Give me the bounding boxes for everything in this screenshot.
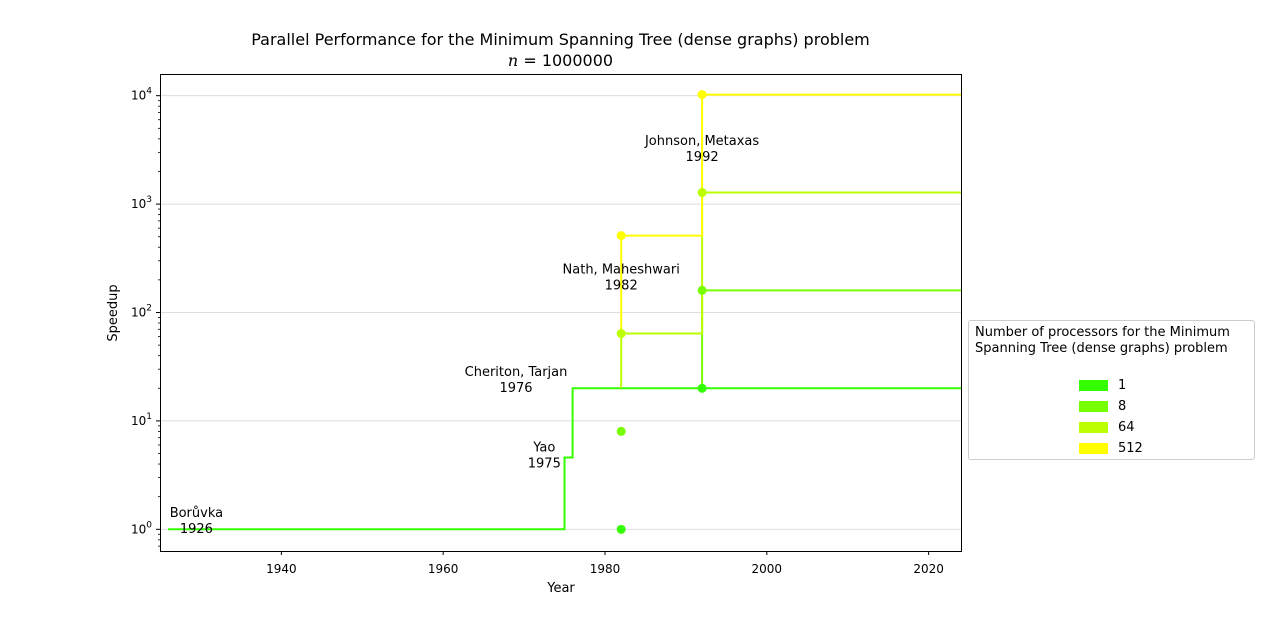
legend-label: 1	[1118, 378, 1127, 393]
x-axis-label: Year	[546, 581, 575, 596]
series-line-1	[168, 387, 961, 531]
annotation-label: Cheriton, Tarjan 1976	[465, 365, 568, 396]
legend-label: 512	[1118, 441, 1143, 456]
subtitle-variable: n	[507, 51, 519, 70]
legend-item-1: 1	[1079, 378, 1126, 394]
data-point-64	[616, 329, 626, 339]
annotation-label: Nath, Maheshwari 1982	[563, 262, 680, 293]
y-tick-label: 101	[131, 412, 152, 428]
annotation-label: Johnson, Metaxas 1992	[644, 134, 759, 165]
subtitle-value: 1000000	[541, 51, 614, 70]
point-layer	[616, 90, 707, 534]
data-point-64	[697, 187, 707, 197]
legend: Number of processors for the Minimum Spa…	[968, 320, 1255, 460]
x-tick-label: 1980	[590, 562, 621, 576]
y-axis-label: Speedup	[106, 284, 121, 341]
x-tick-label: 2000	[752, 562, 783, 576]
chart-subtitle: n = 1000000	[507, 51, 614, 70]
data-point-512	[616, 231, 626, 241]
series-layer	[168, 93, 961, 531]
legend-swatch	[1079, 400, 1108, 412]
data-point-8	[697, 285, 707, 295]
x-tick-label: 1960	[428, 562, 459, 576]
y-tick-label: 104	[131, 87, 152, 103]
data-point-1	[616, 524, 626, 534]
plot-frame	[160, 74, 962, 552]
data-point-512	[697, 90, 707, 100]
legend-swatch	[1079, 379, 1108, 391]
annotation-layer: Borůvka 1926 Yao 1975 Cheriton, Tarjan 1976 Na…	[170, 134, 760, 537]
series-line-64	[620, 191, 961, 389]
y-tick-label: 103	[131, 195, 152, 211]
data-point-1	[697, 383, 707, 393]
legend-item-512: 512	[1079, 441, 1143, 457]
series-line-8	[701, 289, 961, 389]
legend-title: Number of processors for the Minimum Spa…	[975, 325, 1230, 356]
legend-label: 64	[1118, 420, 1135, 435]
chart-title: Parallel Performance for the Minimum Spa…	[251, 30, 870, 49]
legend-item-8: 8	[1079, 399, 1126, 415]
series-line-512	[620, 93, 961, 334]
legend-swatch	[1079, 442, 1108, 454]
legend-swatch	[1079, 421, 1108, 433]
y-tick-label: 102	[131, 304, 152, 320]
legend-label: 8	[1118, 399, 1127, 414]
annotation-label: Yao 1975	[528, 441, 561, 472]
data-point-8	[616, 426, 626, 436]
x-tick-label: 1940	[266, 562, 297, 576]
annotation-label: Borůvka 1926	[170, 506, 223, 537]
legend-item-64: 64	[1079, 420, 1135, 436]
y-tick-label: 100	[131, 520, 152, 536]
x-tick-label: 2020	[913, 562, 944, 576]
axis-layer: 100 101 102 103 104 1940 1960 1980 2000 2020	[131, 87, 944, 576]
